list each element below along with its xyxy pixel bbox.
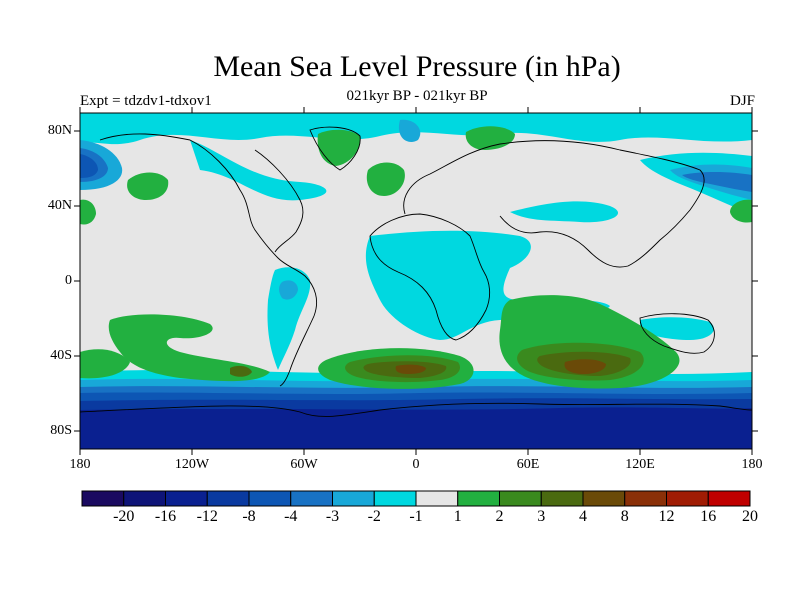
contour-minus4-bering	[80, 154, 98, 178]
colorbar-label: 12	[658, 508, 675, 525]
experiment-label: Expt = tdzdv1-tdxov1	[80, 93, 212, 109]
colorbar	[81, 490, 751, 507]
lon-label-0: 0	[412, 457, 420, 472]
contour-minus1-samerica	[267, 267, 311, 370]
lon-label-120e: 120E	[625, 457, 655, 472]
contour-minus1-canada	[190, 140, 327, 201]
colorbar-swatch	[499, 490, 542, 507]
colorbar-swatch	[373, 490, 417, 507]
contour-minus3-npacific	[682, 171, 752, 192]
colorbar-label: -20	[113, 508, 135, 525]
colorbar-swatch	[206, 490, 250, 507]
colorbar-swatch	[457, 490, 500, 507]
axis-ticks	[74, 107, 758, 455]
colorbar-swatch	[248, 490, 292, 507]
colorbar-label: -16	[154, 508, 177, 525]
season-label: DJF	[729, 93, 755, 109]
contour-minus2-samerica	[279, 280, 298, 300]
colorbar-label: 2	[495, 508, 504, 525]
contour-minus1-asia	[510, 201, 619, 223]
colorbar-swatch	[666, 490, 709, 507]
colorbar-label: -8	[242, 508, 256, 525]
colorbar-swatch	[582, 490, 626, 507]
lat-label-80s: 80S	[50, 423, 72, 438]
lon-label-60w: 60W	[290, 457, 318, 472]
contour-plus4-indian	[564, 359, 606, 374]
colorbar-swatch	[81, 490, 125, 507]
contour-plus1-natlantic	[366, 162, 405, 196]
coast-africa	[369, 213, 491, 341]
lat-label-80n: 80N	[47, 123, 72, 138]
lat-label-40s: 40S	[50, 348, 72, 363]
colorbar-label: -12	[196, 508, 218, 525]
contour-plus4-satlantic	[395, 364, 426, 374]
colorbar-label: -1	[409, 508, 423, 525]
lat-label-0: 0	[65, 273, 72, 288]
colorbar-swatch	[332, 490, 375, 507]
contour-plus1-spacific-w	[80, 349, 130, 379]
colorbar-swatch	[290, 490, 333, 507]
contour-plus1-dateline-e	[730, 199, 752, 223]
chart-title: Mean Sea Level Pressure (in hPa)	[213, 50, 621, 83]
contour-minus2-nordic	[398, 119, 421, 142]
chart-subtitle: 021kyr BP - 021kyr BP	[346, 88, 488, 104]
colorbar-label: 3	[537, 508, 546, 525]
colorbar-swatch	[123, 490, 166, 507]
colorbar-swatch	[707, 490, 751, 507]
lon-label-60e: 60E	[516, 457, 540, 472]
coast-australia	[639, 313, 715, 354]
coast-eurasia	[403, 140, 705, 268]
contour-plus1-greenland	[317, 129, 361, 166]
coast-antarctica	[80, 402, 752, 417]
colorbar-swatch	[165, 490, 208, 507]
colorbar-swatch	[624, 490, 667, 507]
colorbar-label: -3	[325, 508, 340, 525]
coast-americas-west	[99, 133, 317, 387]
contour-plus3-spacific	[230, 365, 252, 377]
contour-minus1-australia	[640, 317, 714, 340]
colorbar-swatch	[415, 490, 459, 507]
contour-plus1-dateline-w	[80, 199, 96, 225]
coast-greenland	[309, 126, 361, 171]
contour-plus1-spacific	[108, 314, 270, 382]
colorbar-label: 20	[742, 508, 758, 525]
contour-field	[80, 113, 752, 449]
colorbar-label: -4	[284, 508, 298, 525]
lon-label-180w: 180	[69, 457, 91, 472]
contour-minus12-south	[80, 407, 752, 449]
lat-label-40n: 40N	[47, 198, 72, 213]
colorbar-label: 4	[579, 508, 587, 525]
colorbar-label: -2	[367, 508, 381, 525]
colorbar-label: 16	[700, 508, 717, 525]
contour-plus1-npacific	[127, 172, 169, 200]
colorbar-swatch	[540, 490, 584, 507]
colorbar-label: 8	[620, 508, 629, 525]
colorbar-label: 1	[453, 508, 462, 525]
coast-north-america-east	[254, 149, 304, 253]
lon-label-180e: 180	[741, 457, 763, 472]
coastlines	[80, 126, 752, 417]
lon-label-120w: 120W	[174, 457, 210, 472]
